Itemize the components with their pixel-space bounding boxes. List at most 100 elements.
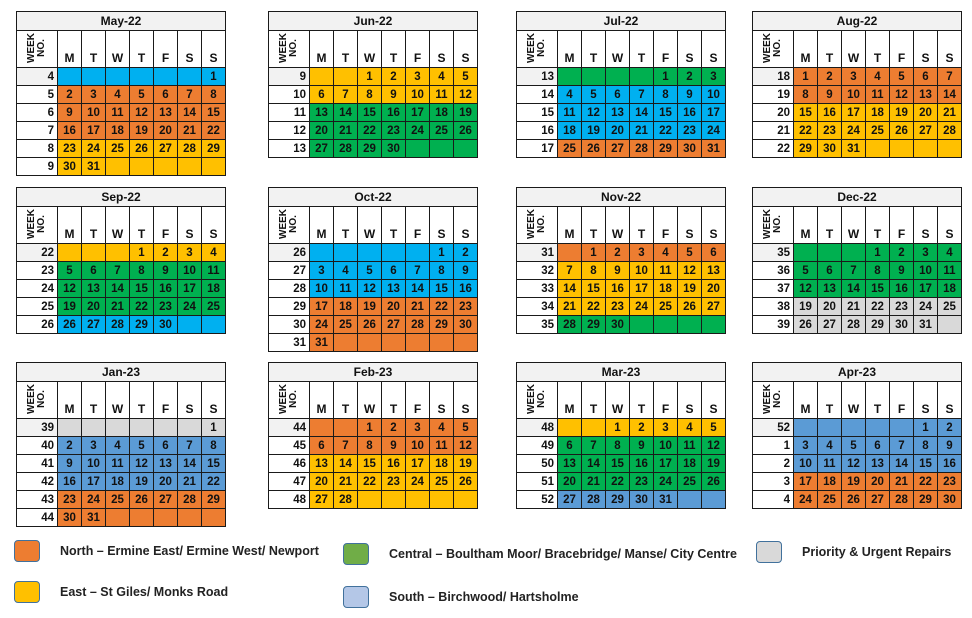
day-cell: 29: [581, 315, 606, 334]
day-cell: 22: [201, 121, 226, 140]
day-header: S: [937, 381, 962, 419]
day-cell: 4: [937, 243, 962, 262]
legend-item: South – Birchwood/ Hartsholme: [343, 586, 579, 608]
day-cell: 7: [629, 85, 654, 104]
week-row: 11 13 14 15 16 17 18 19: [268, 103, 478, 122]
day-cell: 18: [201, 279, 226, 298]
day-cell: [817, 243, 842, 262]
day-cell: 25: [557, 139, 582, 158]
day-cell: 14: [581, 454, 606, 473]
day-cell: 17: [81, 121, 106, 140]
day-cell: 24: [177, 297, 202, 316]
day-cell: 12: [889, 85, 914, 104]
day-cell: 13: [81, 279, 106, 298]
day-cell: 9: [453, 261, 478, 280]
day-cell: 13: [309, 103, 334, 122]
day-cell: [201, 508, 226, 527]
day-cell: 27: [557, 490, 582, 509]
day-header: S: [177, 381, 202, 419]
day-cell: 28: [177, 490, 202, 509]
week-number: 3: [752, 472, 794, 491]
day-cell: 18: [937, 279, 962, 298]
day-cell: 7: [105, 261, 130, 280]
day-header: S: [453, 30, 478, 68]
legend-label: East – St Giles/ Monks Road: [60, 585, 229, 599]
day-cell: 28: [841, 315, 866, 334]
day-cell: 21: [177, 472, 202, 491]
week-number: 34: [516, 297, 558, 316]
day-cell: [581, 418, 606, 437]
week-number: 25: [16, 297, 58, 316]
month-title: Jul-22: [516, 11, 726, 31]
day-cell: [405, 139, 430, 158]
day-cell: [701, 315, 726, 334]
day-cell: 28: [557, 315, 582, 334]
day-cell: [177, 315, 202, 334]
day-header: F: [889, 381, 914, 419]
day-cell: 24: [405, 121, 430, 140]
week-number: 40: [16, 436, 58, 455]
day-cell: 22: [201, 472, 226, 491]
day-header: F: [153, 206, 178, 244]
day-cell: 28: [333, 490, 358, 509]
week-row: 23 5 6 7 8 9 10 11: [16, 261, 226, 280]
day-cell: 1: [357, 418, 382, 437]
day-cell: 18: [677, 454, 702, 473]
month-calendar: Apr-23 WEEK NO. M T W T F S S 52 1 2 1 3 4 5 6 7 8 9 2 10 11 12 1…: [752, 362, 962, 509]
day-cell: 8: [581, 261, 606, 280]
week-row: 36 5 6 7 8 9 10 11: [752, 261, 962, 280]
day-cell: 23: [817, 121, 842, 140]
day-cell: 22: [357, 121, 382, 140]
day-cell: 21: [405, 297, 430, 316]
day-cell: 12: [129, 103, 154, 122]
week-number-header: WEEK NO.: [268, 206, 310, 244]
week-row: 47 20 21 22 23 24 25 26: [268, 472, 478, 491]
day-cell: 9: [937, 436, 962, 455]
day-header: T: [581, 206, 606, 244]
day-header: F: [405, 30, 430, 68]
day-cell: 22: [793, 121, 818, 140]
week-number-header: WEEK NO.: [268, 30, 310, 68]
day-cell: 2: [57, 85, 82, 104]
week-row: 6 9 10 11 12 13 14 15: [16, 103, 226, 122]
day-cell: [105, 508, 130, 527]
day-cell: 21: [937, 103, 962, 122]
week-number: 12: [268, 121, 310, 140]
day-cell: 18: [105, 121, 130, 140]
day-cell: 25: [937, 297, 962, 316]
month-title: Nov-22: [516, 187, 726, 207]
day-cell: 27: [153, 139, 178, 158]
day-cell: [429, 139, 454, 158]
day-cell: [913, 139, 938, 158]
week-row: 37 12 13 14 15 16 17 18: [752, 279, 962, 298]
day-cell: 10: [841, 85, 866, 104]
day-header: T: [81, 30, 106, 68]
day-cell: 16: [453, 279, 478, 298]
day-cell: 28: [177, 139, 202, 158]
week-row: 32 7 8 9 10 11 12 13: [516, 261, 726, 280]
week-number-header: WEEK NO.: [516, 206, 558, 244]
week-row: 34 21 22 23 24 25 26 27: [516, 297, 726, 316]
week-number: 28: [268, 279, 310, 298]
day-cell: [841, 243, 866, 262]
day-cell: [81, 418, 106, 437]
week-number: 48: [268, 490, 310, 509]
week-number: 27: [268, 261, 310, 280]
day-header: S: [177, 30, 202, 68]
week-number: 35: [752, 243, 794, 262]
day-cell: [201, 157, 226, 176]
day-cell: 24: [793, 490, 818, 509]
day-cell: [333, 418, 358, 437]
week-row: 7 16 17 18 19 20 21 22: [16, 121, 226, 140]
day-cell: 14: [629, 103, 654, 122]
day-cell: 23: [889, 297, 914, 316]
legend-swatch: [756, 541, 782, 563]
week-number: 35: [516, 315, 558, 334]
week-row: 33 14 15 16 17 18 19 20: [516, 279, 726, 298]
day-cell: 19: [701, 454, 726, 473]
month-table: Dec-22 WEEK NO. M T W T F S S 35 1 2 3 4 36 5 6 7 8 9 10 11 37 1…: [752, 187, 962, 334]
day-cell: 22: [357, 472, 382, 491]
day-cell: 3: [81, 85, 106, 104]
week-row: 35 1 2 3 4: [752, 243, 962, 262]
